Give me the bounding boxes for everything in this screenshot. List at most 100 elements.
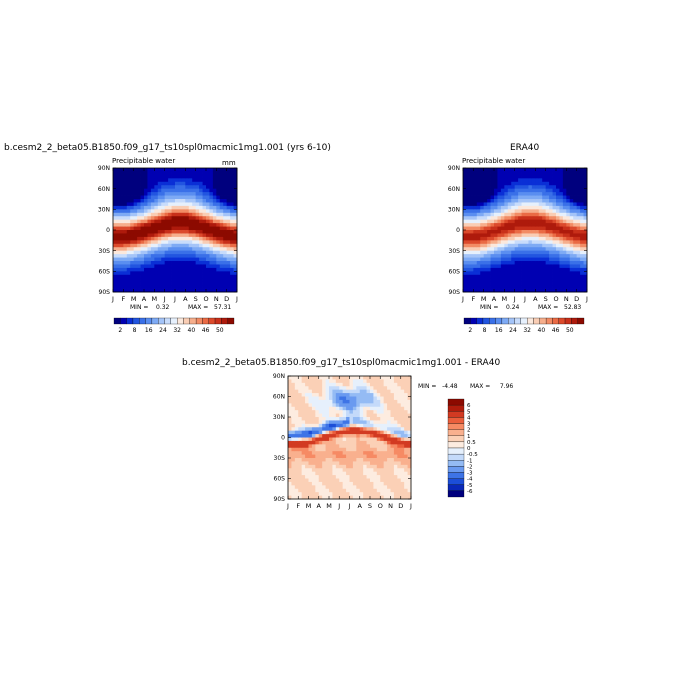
panel3-cell [329,458,333,462]
panel3-cell [329,379,333,384]
panel3-cell [308,461,313,466]
panel2-cell [559,202,564,207]
panel2-cell [542,168,547,172]
panel1-cell [137,202,141,207]
panel1-cell [164,243,169,248]
panel3-cell [315,454,320,459]
panel3-cell [332,423,337,428]
panel1-cell [164,212,169,217]
panel2-cell [576,192,581,196]
panel3-cell [363,420,367,425]
panel1-cell [219,178,224,183]
panel2-cell [480,254,485,258]
panel2-cell [463,181,467,186]
panel2-cell [535,236,540,241]
panel3-cell [305,427,309,432]
panel3-cell [315,447,320,452]
panel1-cell [202,212,207,217]
panel2-cell [542,185,547,190]
panel1-cell [126,233,131,238]
panel3-xtick-label: N [388,502,393,510]
panel1-cell [230,264,234,269]
panel2-cell [494,236,498,241]
panel3-cell [298,471,303,476]
panel3-cell [356,406,361,411]
panel1-cell [202,219,207,224]
panel3-cell [407,413,412,418]
panel2-cell [480,267,485,272]
panel3-cell [305,437,309,442]
panel2-cell [552,240,557,245]
panel1-cell [150,181,155,186]
panel2-cell [483,236,488,241]
panel1-cell [192,192,197,196]
panel3-cell [305,454,309,459]
panel3-cell [288,413,292,418]
panel3-cell [404,485,408,490]
panel1-cell [113,219,117,224]
panel2-cell [549,285,553,289]
panel1-colorbar-swatch [177,317,184,325]
panel2-cell [469,247,474,252]
panel3-cell [339,468,344,473]
panel2-cell [466,202,471,207]
panel3-cell [298,468,303,473]
panel3-cell [301,458,306,462]
panel1-cell [123,188,128,193]
panel2-cell [562,216,567,221]
panel3-cell [294,468,299,473]
panel1-cell [223,233,228,238]
panel3-cell [298,464,303,469]
panel1-cell [116,195,121,200]
panel2-xtick-label: A [492,295,497,303]
panel3-cell [393,399,398,404]
panel3-cell [301,417,306,421]
panel3-cell [298,417,303,421]
panel3-cell [366,475,371,479]
panel2-cell [535,226,540,231]
panel2-cell [487,288,491,293]
panel2-cell [559,168,564,172]
panel3-cell [291,420,296,425]
panel1-cell [188,205,193,210]
panel2-cell [535,171,540,176]
panel3-cell [373,461,378,466]
panel1-cell [233,264,238,269]
panel2-cell [576,247,581,252]
panel2-cell [531,257,536,262]
panel2-cell [487,250,491,255]
panel2-cell [490,285,495,289]
panel3-cell [335,440,340,445]
panel2-cell [511,185,516,190]
panel2-cell [469,240,474,245]
panel2-cell [545,178,550,183]
panel3-cell [356,430,361,435]
panel2-cell [542,257,547,262]
panel1-cell [230,174,234,179]
panel1-cell [123,212,128,217]
panel2-cell [573,288,578,293]
panel2-cell [490,254,495,258]
panel1-cell [119,257,124,262]
panel1-cell [185,247,190,252]
panel3-cell [335,461,340,466]
panel3-cell [359,406,364,411]
panel3-cell [404,417,408,421]
panel1-cell [113,236,117,241]
panel1-cell [119,254,124,258]
panel3-cell [404,447,408,452]
panel2-cell [476,267,481,272]
panel1-cell [230,288,234,293]
panel2-cell [490,240,495,245]
panel3-cell [294,382,299,387]
panel1-cell [140,185,145,190]
panel3-cell [325,468,330,473]
panel3-cell [335,437,340,442]
panel2-cell [556,243,560,248]
panel3-cell [387,475,391,479]
panel3-cell [332,481,337,486]
panel2-cell [511,236,516,241]
panel2-xtick-label: J [523,295,526,303]
panel1-cell [223,267,228,272]
panel3-cell [380,481,385,486]
